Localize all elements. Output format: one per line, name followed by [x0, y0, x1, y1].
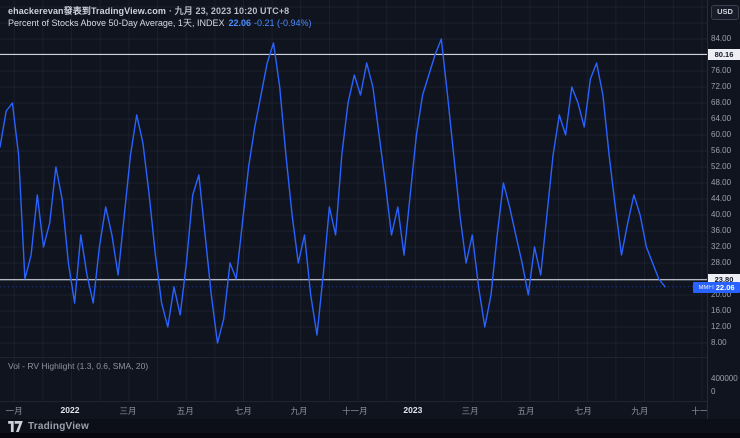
price-axis-label: 8.00 [711, 338, 727, 347]
price-axis-label: 72.00 [711, 82, 732, 91]
last-price-value: 22.06 [228, 18, 251, 28]
tradingview-brand[interactable]: TradingView [28, 421, 89, 432]
watermark-user: ehackerevan發表到TradingView.com [8, 6, 166, 16]
price-change-value: -0.21 (-0.94%) [253, 18, 312, 28]
price-axis-label: 84.00 [711, 34, 732, 43]
last-price-tag: MMFI 22.06 [693, 282, 740, 294]
price-axis-label: 68.00 [711, 98, 732, 107]
price-axis-label: 28.00 [711, 258, 732, 267]
currency-toggle-button[interactable]: USD [711, 5, 739, 20]
main-price-pane[interactable]: ehackerevan發表到TradingView.com · 九月 23, 20… [0, 0, 707, 358]
publish-watermark: ehackerevan發表到TradingView.com · 九月 23, 20… [8, 4, 289, 17]
price-axis-label: 52.00 [711, 162, 732, 171]
time-axis-month-label: 五月 [176, 406, 194, 416]
footer-bar: TradingView [0, 419, 740, 438]
price-series-chart[interactable] [0, 0, 707, 357]
time-axis-month-label: 三月 [119, 406, 137, 416]
watermark-date: · 九月 23, 2023 10:20 UTC+8 [168, 6, 290, 16]
symbol-legend[interactable]: Percent of Stocks Above 50-Day Average, … [8, 16, 312, 29]
volume-indicator-label[interactable]: Vol - RV Highlight (1.3, 0.6, SMA, 20) [8, 361, 149, 371]
time-axis-month-label: 十一 [691, 406, 707, 416]
time-axis-month-label: 九月 [631, 406, 649, 416]
level-price-tag: 80.16 [708, 48, 740, 60]
price-axis-label: 20.00 [711, 290, 732, 299]
time-axis-month-label: 三月 [461, 406, 479, 416]
volume-axis-label: 0 [711, 387, 716, 396]
symbol-title: Percent of Stocks Above 50-Day Average, … [8, 18, 225, 28]
price-axis-label: 12.00 [711, 322, 732, 331]
time-axis-year-label: 2022 [60, 405, 80, 415]
price-axis-label: 76.00 [711, 66, 732, 75]
window-edge-strip [0, 433, 740, 438]
volume-chart[interactable] [0, 358, 707, 401]
time-axis-year-label: 2023 [403, 405, 423, 415]
price-axis-label: 48.00 [711, 178, 732, 187]
time-axis-month-label: 五月 [517, 406, 535, 416]
volume-axis-label: 400000 [711, 374, 738, 383]
time-axis-month-label: 七月 [234, 406, 252, 416]
price-axis-label: 64.00 [711, 114, 732, 123]
price-axis[interactable]: USD 8.00 12.00 16.00 20.00 28.00 32.00 36.00 40… [693, 0, 740, 419]
time-axis-month-label: 一月 [5, 406, 23, 416]
price-axis-label: 56.00 [711, 146, 732, 155]
volume-pane[interactable]: Vol - RV Highlight (1.3, 0.6, SMA, 20) [0, 358, 707, 402]
price-axis-label: 36.00 [711, 226, 732, 235]
chart-panes: ehackerevan發表到TradingView.com · 九月 23, 20… [0, 0, 707, 419]
time-axis[interactable]: 一月 2022 三月 五月 七月 九月 十一月 2023 三月 五月 七月 九月 十一 [0, 402, 707, 419]
price-axis-label: 40.00 [711, 210, 732, 219]
chart-region: ehackerevan發表到TradingView.com · 九月 23, 20… [0, 0, 740, 419]
price-axis-label: 44.00 [711, 194, 732, 203]
time-axis-month-label: 七月 [574, 406, 592, 416]
price-axis-label: 32.00 [711, 242, 732, 251]
price-axis-label: 16.00 [711, 306, 732, 315]
price-axis-label: 60.00 [711, 130, 732, 139]
tradingview-logo-icon[interactable] [8, 421, 23, 432]
level-price-tag: 23.80 [708, 274, 740, 286]
time-axis-month-label: 九月 [290, 406, 308, 416]
time-axis-month-label: 十一月 [342, 406, 368, 416]
